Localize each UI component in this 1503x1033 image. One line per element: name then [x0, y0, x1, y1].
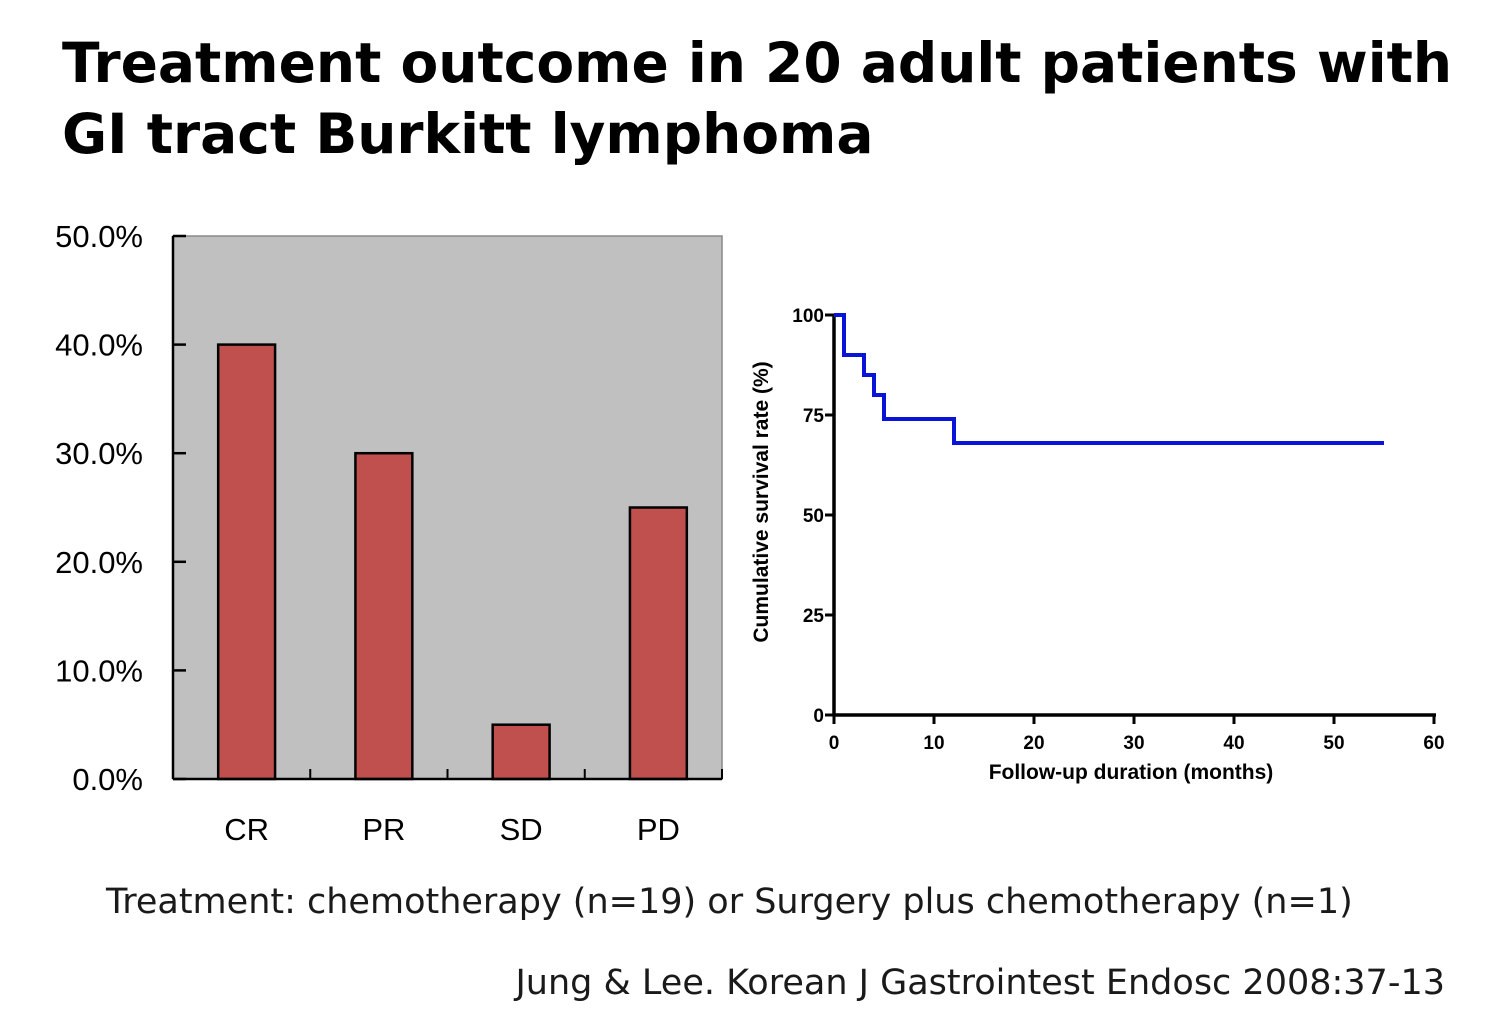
x-tick-label: 40 — [1223, 733, 1244, 754]
x-tick-label-pd: PD — [637, 812, 680, 847]
x-tick-label: 10 — [923, 733, 944, 754]
x-tick-label: 50 — [1323, 733, 1344, 754]
survival-curve — [834, 313, 1384, 445]
y-tick-label: 25 — [803, 606, 825, 627]
y-tick-label: 30.0% — [55, 436, 143, 471]
bar-pr — [354, 451, 414, 781]
bar-pd — [628, 506, 689, 781]
y-axis-title: Cumulative survival rate (%) — [750, 361, 773, 642]
y-tick-label: 50.0% — [55, 219, 143, 254]
survival-curve-chart: 0 10 20 30 40 50 60 0 25 50 75 100 Follow-up duratio… — [750, 306, 1445, 784]
y-tick-label: 50 — [803, 506, 824, 527]
slide-title-line-2: GI tract Burkitt lymphoma — [62, 102, 874, 166]
bar-cr — [216, 343, 277, 781]
x-tick-label: 20 — [1023, 733, 1044, 754]
y-tick-label: 0 — [813, 706, 824, 727]
y-tick-label: 40.0% — [55, 328, 143, 363]
slide-title: Treatment outcome in 20 adult patients w… — [62, 28, 1462, 170]
slide-title-line-1: Treatment outcome in 20 adult patients w… — [62, 31, 1453, 95]
x-tick-label: 60 — [1423, 733, 1444, 754]
y-tick-label: 100 — [792, 306, 824, 327]
bar-sd — [491, 723, 551, 781]
x-tick-label-cr: CR — [224, 812, 269, 847]
x-axis-title: Follow-up duration (months) — [989, 761, 1274, 784]
citation: Jung & Lee. Korean J Gastrointest Endosc… — [515, 963, 1445, 1003]
x-tick-label: 30 — [1123, 733, 1144, 754]
response-bar-chart: CR PR SD PD 0.0% 10.0% 20.0% 30.0% 40.0% 50.0% — [55, 219, 723, 847]
y-tick-label: 20.0% — [55, 545, 143, 580]
x-tick-label-pr: PR — [362, 812, 405, 847]
y-tick-label: 10.0% — [55, 653, 143, 688]
y-tick-label: 0.0% — [72, 762, 143, 797]
y-tick-label: 75 — [803, 406, 825, 427]
x-tick-label: 0 — [829, 733, 840, 754]
x-tick-label-sd: SD — [500, 812, 543, 847]
treatment-caption: Treatment: chemotherapy (n=19) or Surger… — [106, 882, 1353, 922]
